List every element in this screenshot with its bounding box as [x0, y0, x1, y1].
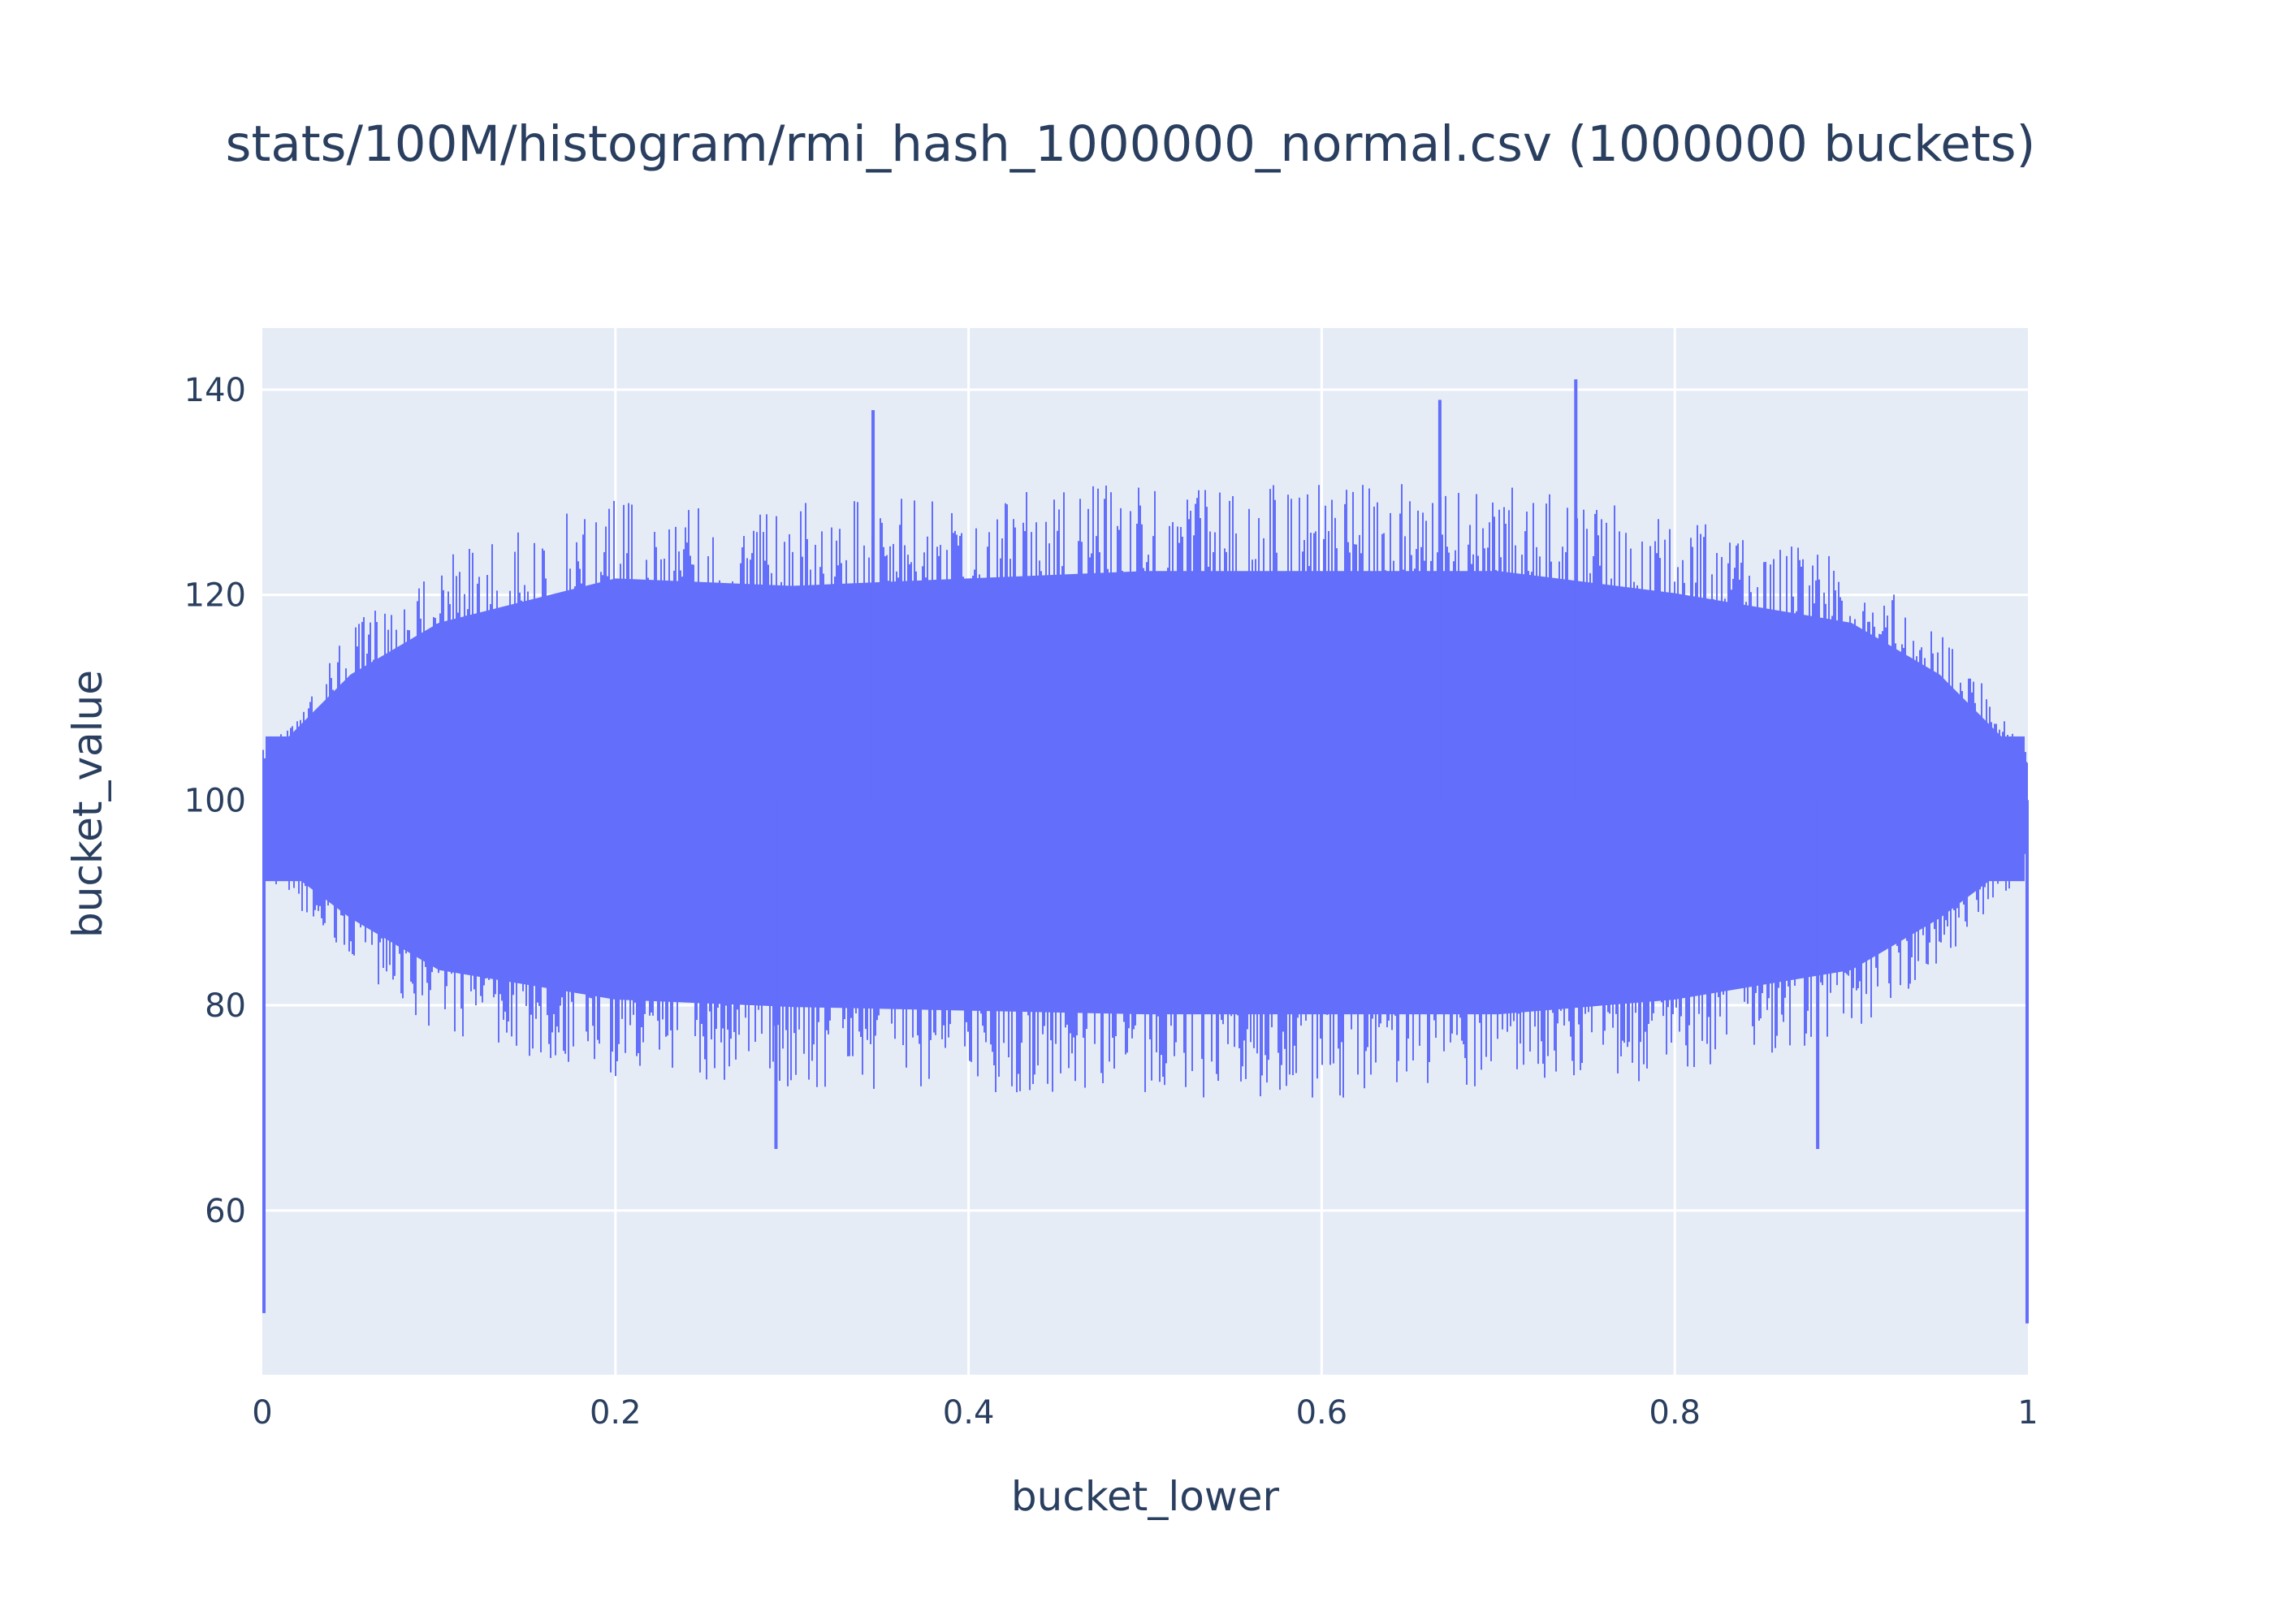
x-tick-label: 0 [252, 1394, 272, 1432]
chart-title: stats/100M/histogram/rmi_hash_1000000_no… [226, 115, 2036, 173]
x-tick-label: 0.8 [1649, 1394, 1701, 1432]
y-tick-label: 100 [184, 782, 246, 819]
x-tick-label: 0.2 [590, 1394, 642, 1432]
x-tick-label: 0.6 [1296, 1394, 1348, 1432]
plot-area [262, 328, 2029, 1375]
histogram-spike [262, 800, 266, 1314]
y-tick-label: 80 [205, 987, 246, 1025]
x-axis-ticks: 0 0.2 0.4 0.6 0.8 1 [252, 1394, 2038, 1432]
histogram-bars [262, 379, 2029, 1324]
y-tick-label: 60 [205, 1193, 246, 1230]
x-tick-label: 0.4 [943, 1394, 995, 1432]
y-axis-title: bucket_value [64, 670, 111, 938]
x-tick-label: 1 [2017, 1394, 2038, 1432]
y-tick-label: 120 [184, 577, 246, 615]
y-tick-label: 140 [184, 372, 246, 409]
histogram-density-band [262, 571, 2028, 1015]
histogram-spike [1437, 400, 1442, 801]
y-axis-ticks: 60 80 100 120 140 [184, 372, 246, 1230]
histogram-spike [2025, 800, 2029, 1324]
histogram-spike [1574, 379, 1578, 801]
histogram-spike [774, 800, 778, 1149]
histogram-spike [871, 410, 875, 801]
x-axis-title: bucket_lower [1011, 1473, 1280, 1520]
histogram-spike [1816, 800, 1820, 1149]
